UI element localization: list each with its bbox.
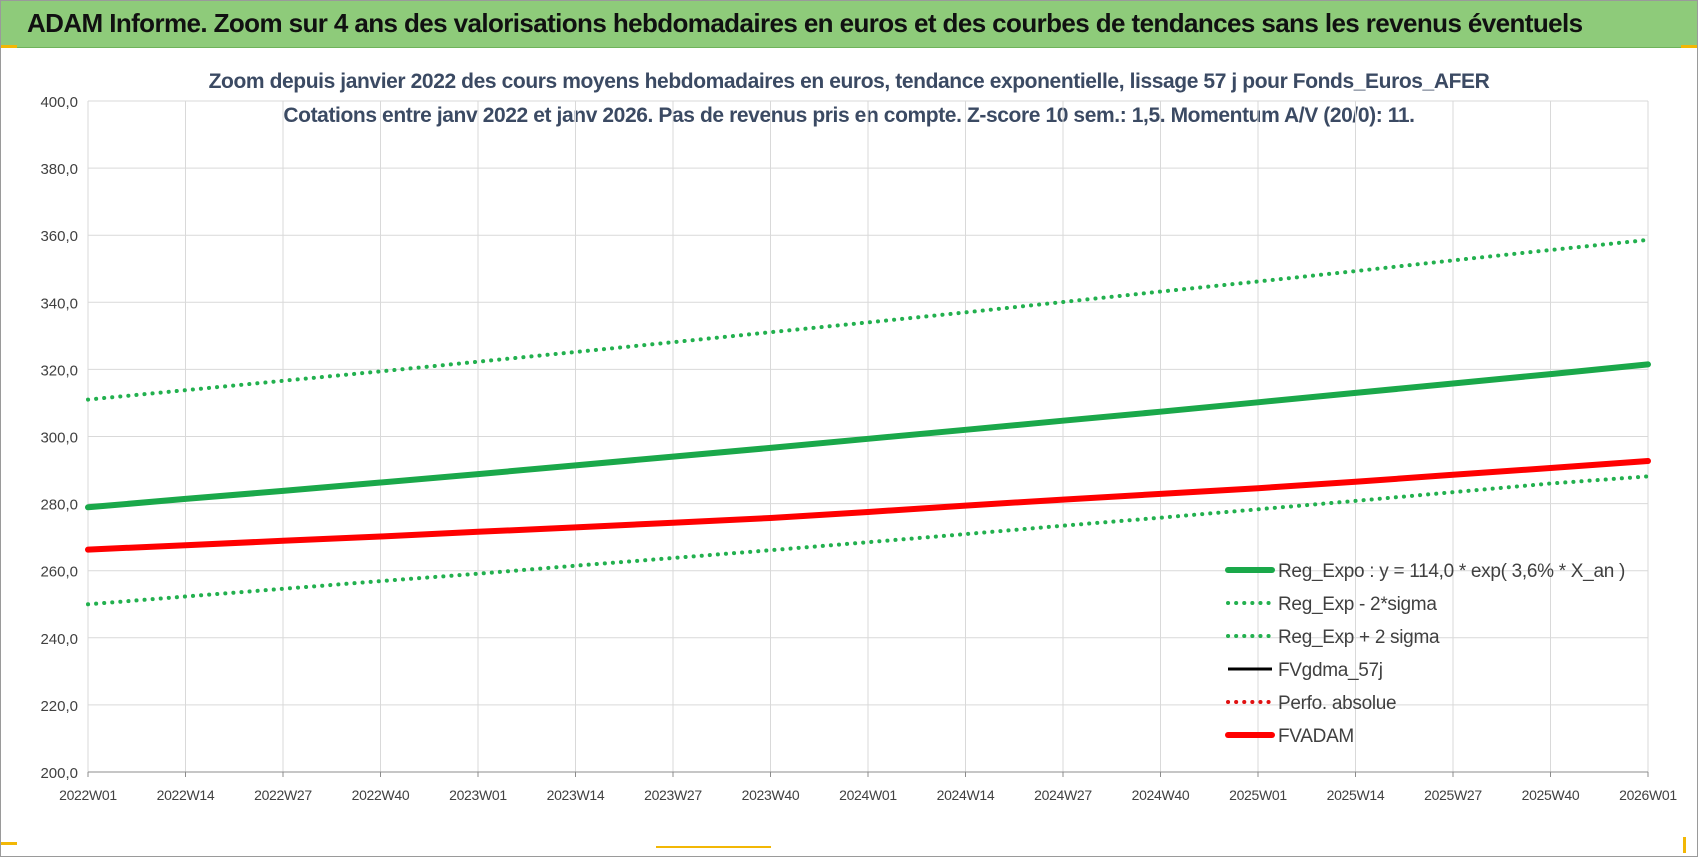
chart-title-line-2: Cotations entre janv 2022 et janv 2026. …: [283, 104, 1415, 127]
x-tick-label: 2022W40: [352, 787, 410, 803]
legend-label: Reg_Exp - 2*sigma: [1278, 594, 1437, 615]
x-tick-label: 2024W40: [1132, 787, 1190, 803]
x-tick-label: 2023W27: [644, 787, 702, 803]
series-line-0: [85, 361, 1651, 511]
series-layer: [85, 237, 1651, 607]
x-tick-label: 2025W27: [1424, 787, 1482, 803]
x-tick-label: 2023W40: [742, 787, 800, 803]
x-tick-label: 2025W40: [1522, 787, 1580, 803]
x-tick-label: 2024W01: [839, 787, 897, 803]
legend-label: Reg_Expo : y = 114,0 * exp( 3,6% * X_an …: [1278, 561, 1625, 582]
legend-label: FVgdma_57j: [1278, 660, 1383, 681]
y-tick-label: 300,0: [40, 430, 78, 447]
corner-accent-bottom-left: [1, 842, 17, 845]
x-tick-label: 2023W01: [449, 787, 507, 803]
series-line-1: [86, 474, 1650, 607]
y-tick-label: 280,0: [40, 497, 78, 514]
y-tick-label: 220,0: [40, 698, 78, 715]
chart-legend: Reg_Expo : y = 114,0 * exp( 3,6% * X_an …: [1225, 561, 1625, 747]
y-tick-label: 200,0: [40, 765, 78, 782]
corner-accent-bottom-mid: [656, 846, 771, 848]
y-tick-label: 360,0: [40, 228, 78, 245]
x-tick-label: 2025W01: [1229, 787, 1287, 803]
x-tick-label: 2022W01: [59, 787, 117, 803]
axis-layer: 200,0 220,0 240,0 260,0 280,0 300,0 320,0 340,0…: [40, 94, 1677, 803]
x-tick-label: 2026W01: [1619, 787, 1677, 803]
x-tick-label: 2022W27: [254, 787, 312, 803]
y-tick-label: 260,0: [40, 564, 78, 581]
series-line-2: [86, 237, 1650, 402]
report-banner: ADAM Informe. Zoom sur 4 ans des valoris…: [1, 1, 1697, 48]
chart-title-line-1: Zoom depuis janvier 2022 des cours moyen…: [208, 70, 1490, 93]
x-tick-label: 2024W27: [1034, 787, 1092, 803]
x-tick-label: 2022W14: [157, 787, 215, 803]
corner-accent-top-right: [1681, 45, 1697, 48]
corner-accent-top-left: [1, 45, 17, 48]
y-tick-label: 320,0: [40, 362, 78, 379]
y-tick-label: 400,0: [40, 94, 78, 111]
legend-label: FVADAM: [1278, 726, 1354, 747]
x-tick-label: 2025W14: [1327, 787, 1385, 803]
y-tick-label: 240,0: [40, 631, 78, 648]
y-tick-label: 380,0: [40, 161, 78, 178]
series-line-5: [85, 458, 1651, 553]
legend-label: Perfo. absolue: [1278, 693, 1396, 714]
corner-accent-bottom-right: [1683, 837, 1686, 853]
y-tick-label: 340,0: [40, 295, 78, 312]
x-tick-label: 2023W14: [547, 787, 605, 803]
report-title: ADAM Informe. Zoom sur 4 ans des valoris…: [27, 8, 1583, 38]
legend-label: Reg_Exp + 2 sigma: [1278, 627, 1440, 648]
x-tick-label: 2024W14: [937, 787, 995, 803]
